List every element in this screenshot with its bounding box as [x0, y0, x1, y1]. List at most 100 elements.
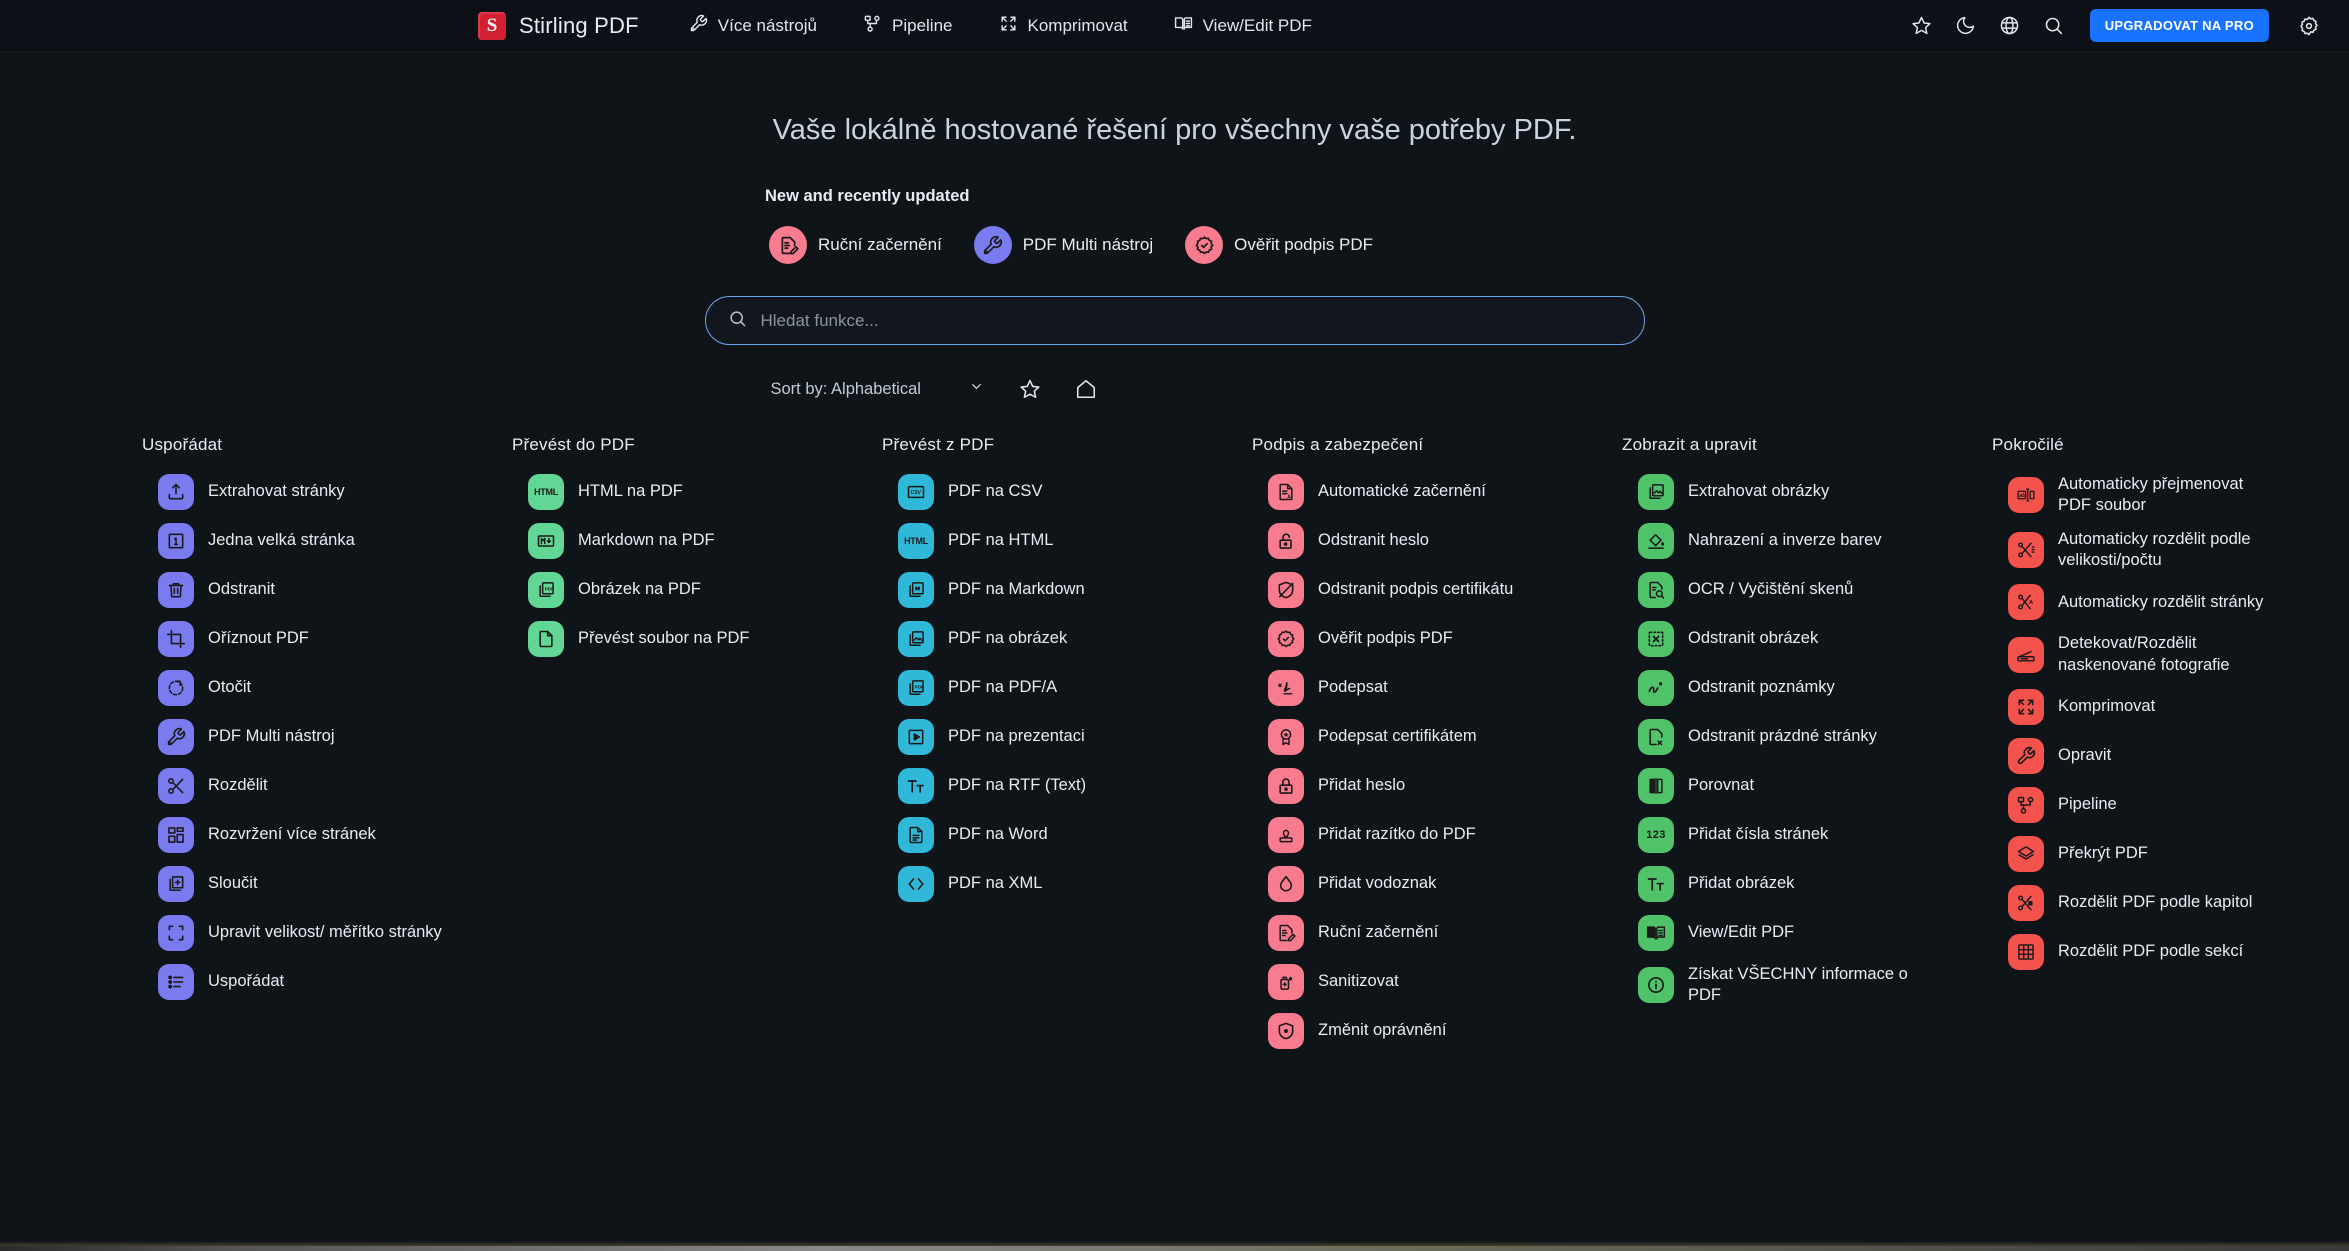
permissions-icon [1268, 1013, 1304, 1049]
language-icon[interactable] [1988, 4, 2032, 48]
nav-more-tools[interactable]: Více nástrojů [677, 8, 829, 44]
recent-item-validate-signature[interactable]: Ověřit podpis PDF [1181, 222, 1385, 268]
tool-remove-blank-pages[interactable]: Odstranit prázdné stránky [1622, 714, 1992, 760]
tool-single-large-page[interactable]: Jedna velká stránka [142, 518, 512, 564]
tool-sign-with-certificate[interactable]: Podepsat certifikátem [1252, 714, 1622, 760]
tool-pdf-to-presentation[interactable]: PDF na prezentaci [882, 714, 1252, 760]
tool-get-all-info[interactable]: Získat VŠECHNY informace o PDF [1622, 959, 1992, 1011]
tool-label: Odstranit [208, 580, 275, 599]
upgrade-pro-button[interactable]: UPGRADOVAT NA PRO [2089, 9, 2269, 42]
tool-manual-redact[interactable]: Ruční začernění [1252, 910, 1622, 956]
presentation-icon [898, 719, 934, 755]
column-title: Podpis a zabezpečení [1252, 435, 1424, 454]
tool-overlay-pdf[interactable]: Překrýt PDF [1992, 831, 2349, 877]
tool-sign[interactable]: Podepsat [1252, 665, 1622, 711]
sort-by-select[interactable]: Sort by: Alphabetical [767, 373, 994, 405]
svg-text:PDF: PDF [915, 684, 924, 689]
tool-label: Porovnat [1688, 776, 1755, 795]
tool-markdown-to-pdf[interactable]: Markdown na PDF [512, 518, 882, 564]
tool-html-to-pdf[interactable]: HTML HTML na PDF [512, 469, 882, 515]
tool-add-stamp[interactable]: Přidat razítko do PDF [1252, 812, 1622, 858]
tool-pdf-to-word[interactable]: PDF na Word [882, 812, 1252, 858]
favorites-filter-icon[interactable] [1010, 369, 1050, 409]
tool-pdf-to-image[interactable]: PDF na obrázek [882, 616, 1252, 662]
tool-merge[interactable]: Sloučit [142, 861, 512, 907]
nav-pipeline[interactable]: Pipeline [851, 8, 965, 44]
tool-repair[interactable]: Opravit [1992, 733, 2349, 779]
tool-add-page-numbers[interactable]: 123 Přidat čísla stránek [1622, 812, 1992, 858]
tool-pipeline[interactable]: Pipeline [1992, 782, 2349, 828]
search-icon [728, 309, 747, 333]
remove-image-icon [1638, 621, 1674, 657]
tool-rotate[interactable]: Otočit [142, 665, 512, 711]
tool-remove-password[interactable]: Odstranit heslo [1252, 518, 1622, 564]
dark-mode-icon[interactable] [1944, 4, 1988, 48]
tool-pdf-to-html[interactable]: HTML PDF na HTML [882, 518, 1252, 564]
search-input[interactable] [760, 310, 1622, 331]
tool-auto-redact[interactable]: A Automatické začernění [1252, 469, 1622, 515]
info-icon [1638, 967, 1674, 1004]
nav-label: Pipeline [892, 15, 953, 35]
tool-pdf-multi-tool[interactable]: PDF Multi nástroj [142, 714, 512, 760]
tool-split-by-chapters[interactable]: Rozdělit PDF podle kapitol [1992, 880, 2349, 926]
tool-image-to-pdf[interactable]: PDF Obrázek na PDF [512, 567, 882, 613]
tool-adjust-page-size[interactable]: Upravit velikost/ měřítko stránky [142, 910, 512, 956]
tool-column-convert-from-pdf: Převést z PDF CSV PDF na CSV HTML PDF na… [882, 435, 1252, 1057]
tool-multi-page-layout[interactable]: Rozvržení více stránek [142, 812, 512, 858]
search-bar[interactable] [704, 296, 1645, 345]
tool-add-password[interactable]: Přidat heslo [1252, 763, 1622, 809]
tool-ocr[interactable]: OCR / Vyčištění skenů [1622, 567, 1992, 613]
tool-auto-rename[interactable]: ab Automaticky přejmenovat PDF soubor [1992, 469, 2349, 521]
extract-pages-icon [158, 474, 194, 510]
tool-add-watermark[interactable]: Přidat vodoznak [1252, 861, 1622, 907]
tool-pdf-to-csv[interactable]: CSV PDF na CSV [882, 469, 1252, 515]
tool-file-to-pdf[interactable]: Převést soubor na PDF [512, 616, 882, 662]
tool-extract-images[interactable]: Extrahovat obrázky [1622, 469, 1992, 515]
search-icon[interactable] [2032, 4, 2076, 48]
tool-label: Upravit velikost/ měřítko stránky [208, 923, 442, 942]
tool-pdf-to-rtf[interactable]: PDF na RTF (Text) [882, 763, 1252, 809]
tool-remove-cert-signature[interactable]: Odstranit podpis certifikátu [1252, 567, 1622, 613]
tool-remove-annotations[interactable]: Odstranit poznámky [1622, 665, 1992, 711]
tool-change-permissions[interactable]: Změnit oprávnění [1252, 1008, 1622, 1054]
tool-label: Komprimovat [2058, 697, 2156, 716]
tool-label: PDF na HTML [948, 531, 1054, 550]
resize-icon [158, 915, 194, 951]
recent-item-manual-redact[interactable]: Ruční začernění [765, 222, 954, 268]
tool-color-replace-invert[interactable]: Nahrazení a inverze barev [1622, 518, 1992, 564]
doc-pencil-icon [769, 226, 807, 264]
tool-auto-split-pages[interactable]: A Automaticky rozdělit stránky [1992, 579, 2349, 625]
tool-auto-split-by-size[interactable]: Automaticky rozdělit podle velikosti/poč… [1992, 524, 2349, 576]
tool-organize[interactable]: Uspořádat [142, 959, 512, 1005]
tool-remove-image[interactable]: Odstranit obrázek [1622, 616, 1992, 662]
html-label: HTML [534, 487, 558, 497]
tool-label: Změnit oprávnění [1318, 1021, 1447, 1040]
tool-label: Přidat vodoznak [1318, 874, 1437, 893]
tool-extract-pages[interactable]: Extrahovat stránky [142, 469, 512, 515]
tool-add-image[interactable]: Přidat obrázek [1622, 861, 1992, 907]
nav-view-edit-pdf[interactable]: View/Edit PDF [1162, 8, 1324, 44]
nav-compress[interactable]: Komprimovat [987, 8, 1140, 44]
tool-sanitize[interactable]: Sanitizovat [1252, 959, 1622, 1005]
tool-compress[interactable]: Komprimovat [1992, 684, 2349, 730]
tool-pdf-to-markdown[interactable]: PDF na Markdown [882, 567, 1252, 613]
tool-crop-pdf[interactable]: Oříznout PDF [142, 616, 512, 662]
tool-view-edit-pdf[interactable]: View/Edit PDF [1622, 910, 1992, 956]
recent-item-multi-tool[interactable]: PDF Multi nástroj [970, 222, 1165, 268]
tool-label: Opravit [2058, 746, 2112, 765]
tool-pdf-to-pdfa[interactable]: PDF PDF na PDF/A [882, 665, 1252, 711]
tool-compare[interactable]: Porovnat [1622, 763, 1992, 809]
brand[interactable]: S Stirling PDF [478, 11, 639, 40]
tool-detect-split-scanned[interactable]: Detekovat/Rozdělit naskenované fotografi… [1992, 628, 2349, 680]
tool-split[interactable]: Rozdělit [142, 763, 512, 809]
home-icon[interactable] [1066, 369, 1106, 409]
gear-icon[interactable] [2287, 4, 2331, 48]
nav-label: Komprimovat [1027, 15, 1128, 35]
lock-icon [1268, 768, 1304, 804]
favorites-icon[interactable] [1900, 4, 1944, 48]
tool-label: OCR / Vyčištění skenů [1688, 580, 1854, 599]
tool-pdf-to-xml[interactable]: PDF na XML [882, 861, 1252, 907]
tool-validate-signature[interactable]: Ověřit podpis PDF [1252, 616, 1622, 662]
tool-remove[interactable]: Odstranit [142, 567, 512, 613]
tool-split-by-sections[interactable]: Rozdělit PDF podle sekcí [1992, 929, 2349, 975]
